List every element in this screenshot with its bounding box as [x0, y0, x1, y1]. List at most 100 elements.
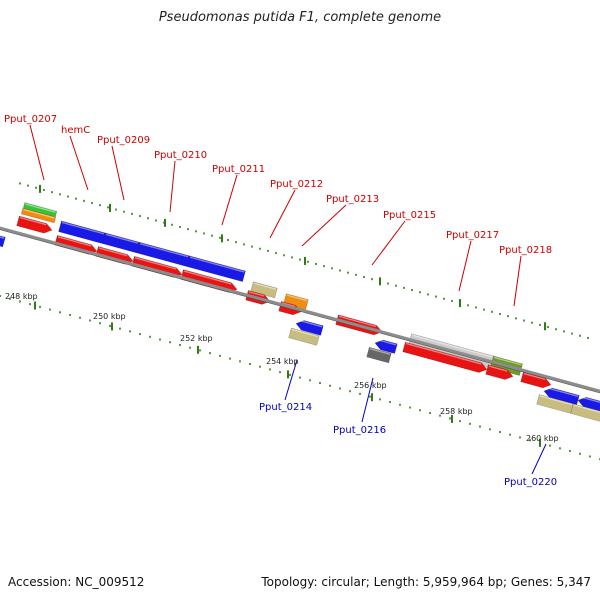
gene-feature[interactable]	[288, 327, 320, 346]
gene-label[interactable]: Pput_0218	[499, 245, 552, 256]
feature-highlight	[253, 282, 277, 290]
feature-highlight	[545, 386, 579, 397]
feature-highlight	[189, 256, 245, 273]
minor-tick	[451, 299, 453, 302]
minor-tick	[267, 249, 269, 252]
minor-tick	[179, 225, 181, 228]
minor-tick	[275, 252, 277, 255]
gene-feature[interactable]	[250, 281, 278, 299]
gene-feature[interactable]	[16, 215, 54, 235]
minor-tick	[355, 273, 357, 276]
gene-label[interactable]: Pput_0213	[326, 194, 379, 205]
minor-tick	[467, 304, 469, 307]
minor-tick	[369, 395, 371, 398]
feature-highlight	[369, 348, 391, 355]
minor-tick	[155, 219, 157, 222]
gene-feature[interactable]	[283, 293, 309, 310]
backbone-group	[0, 226, 600, 394]
backbone-line	[0, 226, 600, 393]
gene-label[interactable]: hemC	[61, 125, 90, 136]
minor-tick	[49, 308, 51, 311]
feature-highlight	[579, 396, 600, 407]
gene-label[interactable]: Pput_0220	[504, 477, 557, 488]
minor-tick	[91, 202, 93, 205]
gene-label[interactable]: Pput_0212	[270, 179, 323, 190]
minor-tick	[579, 334, 581, 337]
accession-text: Accession: NC_009512	[8, 575, 145, 589]
minor-tick	[439, 414, 441, 417]
gene-feature[interactable]	[543, 386, 580, 406]
minor-tick	[219, 354, 221, 357]
feature-shape	[136, 241, 190, 267]
gene-label[interactable]: Pput_0207	[4, 114, 57, 125]
minor-tick	[69, 314, 71, 317]
gene-label[interactable]: Pput_0214	[259, 402, 312, 413]
gene-feature[interactable]	[374, 338, 398, 354]
feature-highlight	[281, 302, 296, 308]
gene-feature[interactable]	[20, 207, 57, 224]
gene-feature[interactable]	[366, 346, 392, 364]
minor-tick	[19, 182, 21, 185]
minor-tick	[243, 243, 245, 246]
feature-highlight	[405, 342, 482, 365]
minor-tick	[569, 450, 571, 453]
minor-tick	[459, 420, 461, 423]
gene-label[interactable]: Pput_0211	[212, 164, 265, 175]
minor-tick	[249, 363, 251, 365]
gene-feature[interactable]	[0, 234, 6, 248]
leader-line	[69, 135, 89, 191]
feature-shape	[20, 207, 57, 224]
gene-feature[interactable]	[485, 364, 515, 382]
gene-label[interactable]: Pput_0215	[383, 210, 436, 221]
minor-tick	[289, 373, 291, 376]
map-title: Pseudomonas putida F1, complete genome	[158, 10, 442, 25]
leader-line	[169, 160, 176, 213]
minor-tick	[159, 338, 161, 341]
gene-label[interactable]: Pput_0216	[333, 425, 386, 436]
minor-tick	[251, 245, 253, 248]
minor-tick	[227, 239, 229, 242]
minor-tick	[83, 199, 85, 202]
feature-shape	[366, 346, 392, 364]
minor-tick	[449, 417, 451, 420]
feature-highlight	[25, 203, 56, 213]
minor-tick	[299, 258, 301, 261]
scale-label: 256 kbp	[354, 381, 387, 390]
gene-label[interactable]: Pput_0217	[446, 230, 499, 241]
minor-tick	[149, 335, 151, 338]
minor-tick	[409, 406, 411, 409]
gene-feature[interactable]	[295, 319, 324, 336]
gene-feature[interactable]	[136, 241, 190, 267]
minor-tick	[331, 267, 333, 270]
leader-line	[301, 204, 347, 247]
minor-tick	[371, 278, 373, 281]
minor-tick	[67, 195, 69, 198]
leader-line	[458, 240, 472, 292]
minor-tick	[269, 368, 271, 371]
gene-feature[interactable]	[577, 395, 600, 415]
scale-label: 260 kbp	[526, 434, 559, 443]
minor-tick	[507, 315, 509, 318]
gene-label[interactable]: Pput_0209	[97, 135, 150, 146]
feature-highlight	[494, 356, 522, 366]
gene-feature[interactable]	[186, 255, 246, 283]
minor-tick	[395, 284, 397, 287]
minor-tick	[339, 269, 341, 272]
minor-tick	[0, 295, 1, 297]
minor-tick	[509, 433, 511, 436]
gene-feature[interactable]	[58, 220, 106, 244]
gene-label[interactable]: Pput_0210	[154, 150, 207, 161]
minor-tick	[519, 436, 521, 439]
minor-tick	[475, 306, 477, 309]
minor-tick	[489, 428, 491, 431]
feature-highlight	[57, 236, 92, 247]
gene-feature[interactable]	[536, 394, 574, 414]
scale-label: 252 kbp	[180, 334, 213, 343]
feature-highlight	[297, 319, 323, 328]
gene-feature[interactable]	[102, 232, 140, 254]
minor-tick	[347, 271, 349, 274]
gene-feature[interactable]	[402, 341, 489, 374]
leader-line	[513, 255, 522, 307]
leader-line	[531, 443, 547, 475]
leader-line	[29, 124, 45, 181]
